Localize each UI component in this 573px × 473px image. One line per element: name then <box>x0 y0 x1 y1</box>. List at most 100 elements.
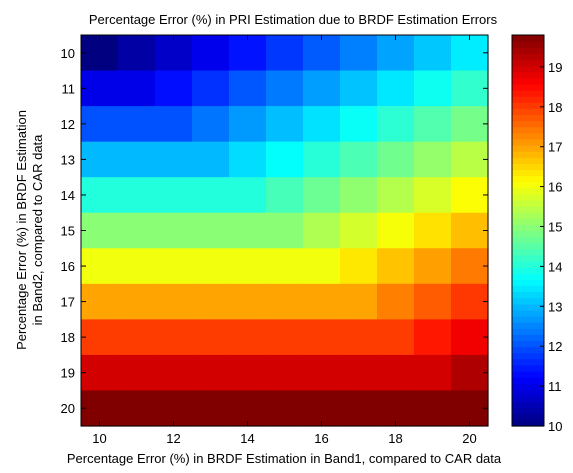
colorbar-segment <box>512 151 544 158</box>
heatmap-cell <box>303 319 341 356</box>
heatmap-cell <box>414 319 452 356</box>
heatmap-cell <box>303 35 341 72</box>
heatmap-cell <box>451 141 489 178</box>
heatmap-cell <box>266 35 304 72</box>
colorbar-segment <box>512 303 544 311</box>
colorbar-tick-label: 18 <box>548 100 562 115</box>
colorbar-tick-label: 19 <box>548 60 562 75</box>
heatmap-cell <box>266 283 304 320</box>
colorbar-segment <box>512 108 544 116</box>
heatmap-cell <box>118 212 156 249</box>
heatmap-cell <box>192 283 230 320</box>
heatmap-cell <box>81 248 119 285</box>
colorbar-segment <box>512 358 544 366</box>
heatmap-cell <box>340 177 378 214</box>
heatmap-cell <box>229 141 267 178</box>
heatmap-cell <box>377 212 415 249</box>
y-tick-label: 20 <box>61 401 75 416</box>
colorbar-segment <box>512 157 544 164</box>
heatmap-cell <box>266 177 304 214</box>
colorbar-segment <box>512 59 544 67</box>
heatmap-cell <box>377 35 415 72</box>
heatmap-cell <box>229 106 267 143</box>
heatmap-cell <box>451 283 489 320</box>
colorbar-ticks: 10 11 12 13 14 15 16 17 18 19 <box>540 60 562 434</box>
colorbar-segment <box>512 297 544 305</box>
heatmap-cell <box>303 390 341 427</box>
heatmap-cell <box>155 248 193 285</box>
heatmap-cell <box>81 212 119 249</box>
heatmap-cell <box>229 248 267 285</box>
heatmap-cell <box>451 354 489 392</box>
heatmap-cell <box>303 248 341 285</box>
x-tick-label: 10 <box>92 431 106 446</box>
heatmap-cell <box>155 177 193 214</box>
heatmap-cell <box>266 212 304 249</box>
heatmap-cell <box>229 35 267 72</box>
heatmap-cell <box>266 70 304 107</box>
colorbar-segment <box>512 144 544 152</box>
heatmap-cell <box>192 106 230 143</box>
heatmap-cell <box>81 283 119 320</box>
heatmap-cell <box>266 319 304 356</box>
y-axis-label-line-2: in Band2, compared to CAR data <box>30 134 45 326</box>
heatmap-cell <box>118 390 156 427</box>
heatmap-cell <box>451 177 489 214</box>
heatmap-cell <box>414 212 452 249</box>
heatmap-cell <box>118 283 156 320</box>
heatmap-cell <box>340 390 378 427</box>
colorbar-segment <box>512 35 544 42</box>
heatmap-cell <box>192 70 230 107</box>
heatmap-cell <box>118 354 156 392</box>
colorbar-segment <box>512 309 544 317</box>
heatmap-cell <box>155 212 193 249</box>
heatmap-cell <box>118 141 156 178</box>
heatmap-cell <box>340 354 378 392</box>
x-tick-label: 20 <box>462 431 476 446</box>
heatmap-cell <box>155 283 193 320</box>
heatmap-cell <box>81 141 119 178</box>
heatmap-cell <box>155 35 193 72</box>
heatmap-cell <box>414 177 452 214</box>
colorbar-frame <box>511 34 545 427</box>
colorbar-segment <box>512 224 544 232</box>
heatmap-cell <box>451 70 489 107</box>
colorbar-segment <box>512 83 544 91</box>
colorbar-segment <box>512 407 544 415</box>
heatmap-cell <box>192 354 230 392</box>
heatmap-cell <box>451 106 489 143</box>
x-tick-label: 16 <box>314 431 328 446</box>
heatmap-cell <box>340 70 378 107</box>
heatmap-cell <box>155 390 193 427</box>
heatmap-cell <box>377 354 415 392</box>
colorbar-segment <box>512 96 544 103</box>
x-axis-ticks: 10 12 14 16 18 20 <box>92 35 477 446</box>
colorbar-segment <box>512 138 544 146</box>
y-axis-label: Percentage Error (%) in BRDF Estimation … <box>14 110 45 350</box>
heatmap-cell <box>155 106 193 143</box>
x-tick-label: 14 <box>240 431 254 446</box>
heatmap-cell <box>414 283 452 320</box>
heatmap-cell <box>303 283 341 320</box>
colorbar-segment <box>512 273 544 280</box>
heatmap-cell <box>81 390 119 427</box>
colorbar-segment <box>512 395 544 403</box>
heatmap-cell <box>192 248 230 285</box>
y-tick-label: 17 <box>61 295 75 310</box>
colorbar-segment <box>512 65 544 73</box>
colorbar-segment <box>512 181 544 189</box>
heatmap-cell <box>340 283 378 320</box>
colorbar-tick-label: 15 <box>548 220 562 235</box>
y-tick-label: 10 <box>61 46 75 61</box>
y-tick-label: 14 <box>61 188 75 203</box>
y-tick-label: 15 <box>61 224 75 239</box>
colorbar-segment <box>512 41 544 48</box>
heatmap-cell <box>414 70 452 107</box>
colorbar-segment <box>512 187 544 195</box>
y-tick-label: 19 <box>61 366 75 381</box>
heatmap-cell <box>229 319 267 356</box>
heatmap-cell <box>118 177 156 214</box>
colorbar-segment <box>512 346 544 354</box>
colorbar-segment <box>512 169 544 177</box>
heatmap-cell <box>81 319 119 356</box>
